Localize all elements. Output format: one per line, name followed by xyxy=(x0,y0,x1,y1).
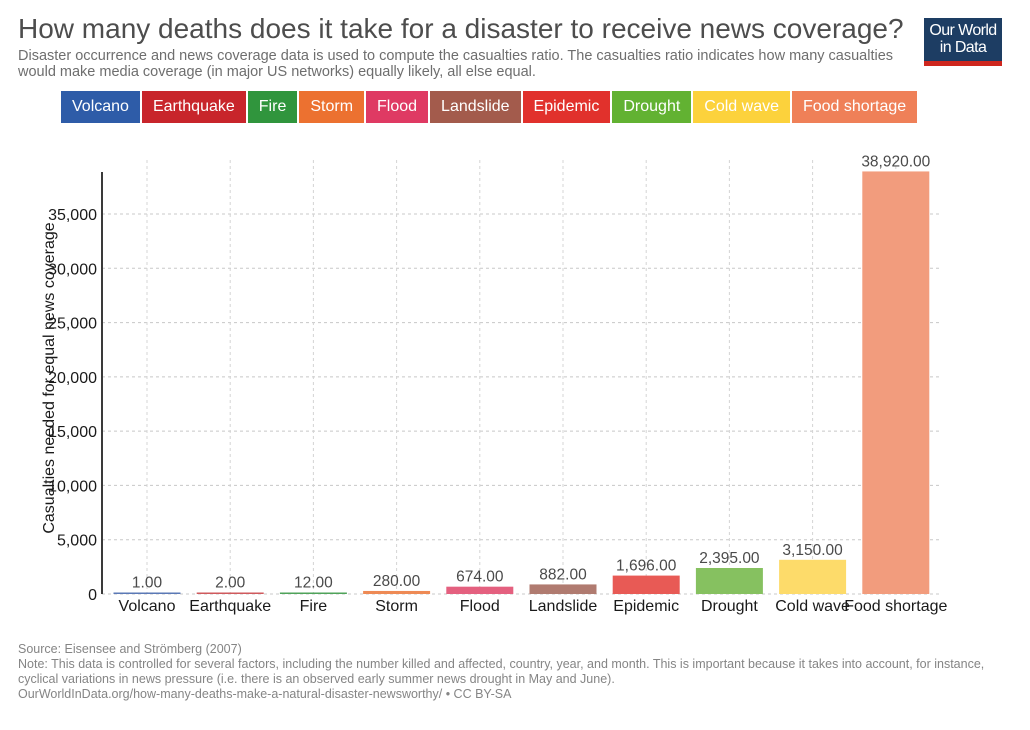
data-label: 3,150.00 xyxy=(782,542,843,559)
x-tick-label: Earthquake xyxy=(189,598,271,615)
logo-accent-bar xyxy=(924,61,1002,66)
legend-item-earthquake[interactable]: Earthquake xyxy=(141,91,246,123)
y-tick-label: 10,000 xyxy=(48,478,97,495)
legend-item-volcano[interactable]: Volcano xyxy=(61,91,140,123)
owid-logo[interactable]: Our World in Data xyxy=(924,18,1002,66)
logo-line-2: in Data xyxy=(939,39,987,56)
bar-epidemic xyxy=(612,575,680,594)
legend-item-cold-wave[interactable]: Cold wave xyxy=(693,91,790,123)
y-tick-label: 0 xyxy=(88,587,97,604)
bar-volcano xyxy=(113,592,181,594)
legend-item-flood[interactable]: Flood xyxy=(366,91,429,123)
legend-item-storm[interactable]: Storm xyxy=(299,91,365,123)
data-label: 1,696.00 xyxy=(616,558,677,575)
x-tick-label: Fire xyxy=(300,598,328,615)
legend-item-epidemic[interactable]: Epidemic xyxy=(522,91,611,123)
chart-title: How many deaths does it take for a disas… xyxy=(18,13,904,44)
bar-landslide xyxy=(529,584,597,594)
x-tick-label: Cold wave xyxy=(775,598,850,615)
legend-item-landslide[interactable]: Landslide xyxy=(430,91,521,123)
x-tick-label: Flood xyxy=(460,598,500,615)
data-label: 280.00 xyxy=(373,573,421,590)
legend-item-fire[interactable]: Fire xyxy=(247,91,298,123)
legend-item-drought[interactable]: Drought xyxy=(612,91,692,123)
y-tick-label: 5,000 xyxy=(57,533,97,550)
data-label: 674.00 xyxy=(456,569,504,586)
data-label: 12.00 xyxy=(294,575,333,592)
data-label: 2,395.00 xyxy=(699,550,760,567)
x-tick-label: Landslide xyxy=(529,598,598,615)
chart-subtitle: Disaster occurrence and news coverage da… xyxy=(18,48,894,80)
url-license-link[interactable]: OurWorldInData.org/how-many-deaths-make-… xyxy=(18,687,512,701)
bar-earthquake xyxy=(196,592,264,594)
source-text: Source: Eisensee and Strömberg (2007) xyxy=(18,642,242,656)
bar-drought xyxy=(695,567,763,594)
footer: Source: Eisensee and Strömberg (2007) No… xyxy=(18,642,1008,702)
bar-cold-wave xyxy=(779,559,847,594)
x-tick-label: Storm xyxy=(375,598,418,615)
y-tick-label: 25,000 xyxy=(48,316,97,333)
y-tick-label: 30,000 xyxy=(48,261,97,278)
y-tick-label: 20,000 xyxy=(48,370,97,387)
x-tick-label: Food shortage xyxy=(844,598,947,615)
data-label: 1.00 xyxy=(132,575,163,592)
bar-food-shortage xyxy=(862,171,930,594)
bar-flood xyxy=(446,586,514,594)
data-label: 2.00 xyxy=(215,575,246,592)
y-axis-title: Casualties needed for equal news coverag… xyxy=(41,222,58,533)
logo-line-1: Our World xyxy=(929,22,997,39)
legend-item-food-shortage[interactable]: Food shortage xyxy=(791,91,918,123)
x-tick-label: Volcano xyxy=(119,598,176,615)
data-label: 882.00 xyxy=(539,566,587,583)
x-tick-label: Drought xyxy=(701,598,758,615)
bar-fire xyxy=(279,592,347,594)
x-tick-label: Epidemic xyxy=(613,598,679,615)
bar-storm xyxy=(363,590,431,594)
data-label: 38,920.00 xyxy=(861,153,930,170)
legend: Volcano Earthquake Fire Storm Flood Land… xyxy=(61,91,919,123)
y-tick-label: 35,000 xyxy=(48,207,97,224)
note-text: Note: This data is controlled for severa… xyxy=(18,657,985,686)
y-tick-label: 15,000 xyxy=(48,424,97,441)
